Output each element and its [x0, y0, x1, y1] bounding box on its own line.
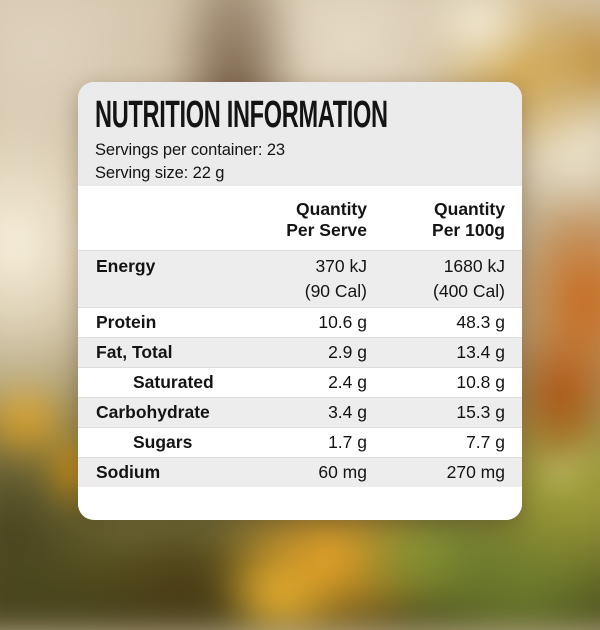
row-per-100g: 15.3 g: [456, 402, 505, 422]
row-per-serve: 1.7 g: [328, 432, 367, 452]
row-per-serve: 2.9 g: [328, 342, 367, 362]
row-per-100g: 1680 kJ (400 Cal): [433, 256, 505, 301]
table-body: Energy 370 kJ (90 Cal) 1680 kJ (400 Cal) P…: [78, 250, 522, 487]
row-per-100g: 270 mg: [446, 462, 505, 482]
column-header-per-serve-line1: Quantity: [296, 199, 367, 219]
row-label: Sodium: [96, 462, 161, 482]
column-header-per-100g-line1: Quantity: [434, 199, 505, 219]
row-per-100g: 13.4 g: [456, 342, 505, 362]
row-per-100g: 10.8 g: [456, 372, 505, 392]
row-per-serve: 3.4 g: [328, 402, 367, 422]
table-row: Fat, Total 2.9 g 13.4 g: [78, 337, 522, 367]
row-per-serve: 370 kJ (90 Cal): [304, 256, 367, 301]
table-row: Protein 10.6 g 48.3 g: [78, 307, 522, 337]
table-row: Sodium 60 mg 270 mg: [78, 457, 522, 487]
column-header-per-serve-line2: Per Serve: [286, 220, 367, 240]
row-per-serve: 60 mg: [318, 462, 367, 482]
row-per-100g: 7.7 g: [466, 432, 505, 452]
panel-header: NUTRITION INFORMATION Servings per conta…: [78, 82, 522, 186]
table-row: Energy 370 kJ (90 Cal) 1680 kJ (400 Cal): [78, 250, 522, 307]
column-header-per-100g: Quantity Per 100g: [367, 199, 505, 241]
table-row: Sugars 1.7 g 7.7 g: [78, 427, 522, 457]
table-column-headers: Quantity Per Serve Quantity Per 100g: [78, 186, 522, 250]
row-label: Sugars: [133, 432, 193, 452]
serving-size: Serving size: 22 g: [95, 164, 225, 182]
table-row: Saturated 2.4 g 10.8 g: [78, 367, 522, 397]
row-label: Protein: [96, 312, 157, 332]
row-label: Energy: [96, 256, 156, 276]
column-header-per-100g-line2: Per 100g: [432, 220, 505, 240]
table-row: Carbohydrate 3.4 g 15.3 g: [78, 397, 522, 427]
row-per-serve: 2.4 g: [328, 372, 367, 392]
nutrition-panel: NUTRITION INFORMATION Servings per conta…: [78, 82, 522, 520]
row-label: Saturated: [133, 372, 214, 392]
column-header-per-serve: Quantity Per Serve: [247, 199, 367, 241]
panel-title: NUTRITION INFORMATION: [95, 94, 388, 136]
row-label: Fat, Total: [96, 342, 173, 362]
row-per-serve: 10.6 g: [318, 312, 367, 332]
servings-per-container: Servings per container: 23: [95, 141, 286, 159]
row-label: Carbohydrate: [96, 402, 210, 422]
row-per-100g: 48.3 g: [456, 312, 505, 332]
